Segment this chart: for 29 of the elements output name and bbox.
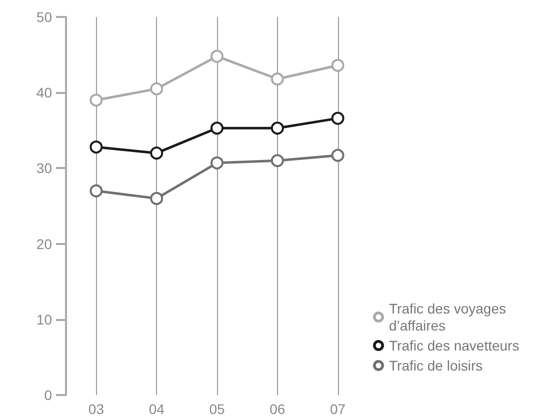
legend-label: Trafic des navetteurs bbox=[389, 338, 520, 354]
point bbox=[90, 140, 103, 154]
x-tick-label: 05 bbox=[209, 401, 225, 417]
x-tick-label: 03 bbox=[88, 401, 104, 417]
x-tick-label: 07 bbox=[330, 401, 346, 417]
point bbox=[90, 184, 103, 198]
y-tick-label: 30 bbox=[36, 160, 52, 176]
point bbox=[150, 146, 164, 160]
x-tick-label: 06 bbox=[270, 401, 286, 417]
point bbox=[331, 58, 344, 72]
point bbox=[331, 148, 344, 162]
point bbox=[150, 82, 164, 96]
y-tick-label: 0 bbox=[44, 387, 52, 403]
y-tick-label: 20 bbox=[36, 236, 52, 252]
x-tick-label: 04 bbox=[148, 401, 165, 417]
point bbox=[210, 50, 224, 63]
y-tick-label: 10 bbox=[36, 311, 52, 328]
point bbox=[270, 154, 284, 168]
y-tick-label: 50 bbox=[36, 9, 52, 25]
point bbox=[331, 112, 344, 125]
y-tick-label: 40 bbox=[36, 84, 52, 101]
point bbox=[150, 192, 164, 205]
point bbox=[270, 122, 284, 135]
legend-label: Trafic des voyages d’affaires bbox=[389, 300, 510, 334]
point bbox=[270, 72, 284, 86]
point bbox=[210, 156, 224, 170]
point bbox=[90, 94, 103, 107]
legend-label: Trafic de loisirs bbox=[389, 358, 483, 374]
point bbox=[210, 122, 224, 135]
